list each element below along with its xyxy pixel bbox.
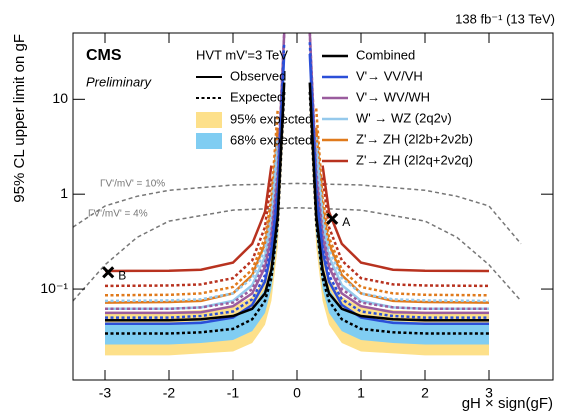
width-label: ΓV'/mV' = 4% [88,209,148,220]
legend-swatch [196,112,222,128]
x-tick-label: -3 [99,385,112,401]
x-tick-label: -1 [227,385,240,401]
observed-line [104,127,280,304]
legend-label: Expected [230,89,284,104]
point-marker [102,266,115,279]
lumi-label: 138 fb⁻¹ (13 TeV) [455,11,555,26]
legend-swatch [196,133,222,149]
x-tick-label: 2 [421,385,429,401]
point-marker [326,212,339,225]
width-curve [73,206,522,302]
x-tick-label: 3 [485,385,493,401]
observed-line [105,33,286,315]
x-tick-label: -2 [163,385,176,401]
legend-label: V'→ VV/VH [356,68,423,83]
status: Preliminary [86,74,153,89]
width-label: ΓV'/mV' = 10% [100,179,165,190]
observed-line [105,82,286,322]
observed-line [308,53,489,326]
width-curve [73,182,522,245]
point-label: B [118,269,126,283]
legend-label: 68% expected [230,132,312,147]
frame [72,32,554,381]
y-tick-label: 10 [52,90,68,106]
legend-label: Combined [356,47,415,62]
legend-label: Z'→ ZH (2l2b+2ν2b) [356,131,473,146]
point-label: A [342,215,350,229]
x-tick-label: 0 [293,385,301,401]
y-axis-label: 95% CL upper limit on gF [11,34,28,203]
legend-label: 95% expected [230,111,312,126]
y-tick-label: 10⁻¹ [40,280,68,296]
experiment: CMS [86,47,122,64]
x-tick-label: 1 [357,385,365,401]
observed-line [308,82,489,322]
observed-line [105,148,280,311]
expected-line [308,42,489,319]
observed-line [104,165,273,273]
x-axis-label: gH × sign(gF) [462,395,553,412]
expected-line [104,177,273,288]
legend-label: Z'→ ZH (2l2q+2ν2q) [356,152,473,167]
model-label: HVT mV'=3 TeV [196,47,288,62]
observed-line [321,165,490,273]
observed-line [105,53,286,326]
y-tick-label: 1 [60,185,68,201]
expected-line [308,33,489,311]
expected-line [314,108,490,297]
expected-line [104,108,280,297]
legend-label: V'→ WV/WH [356,89,430,104]
plot-area [73,33,522,356]
expected-line [321,177,490,288]
legend-label: W' → WZ (2q2ν) [356,110,452,125]
legend-label: Observed [230,68,286,83]
